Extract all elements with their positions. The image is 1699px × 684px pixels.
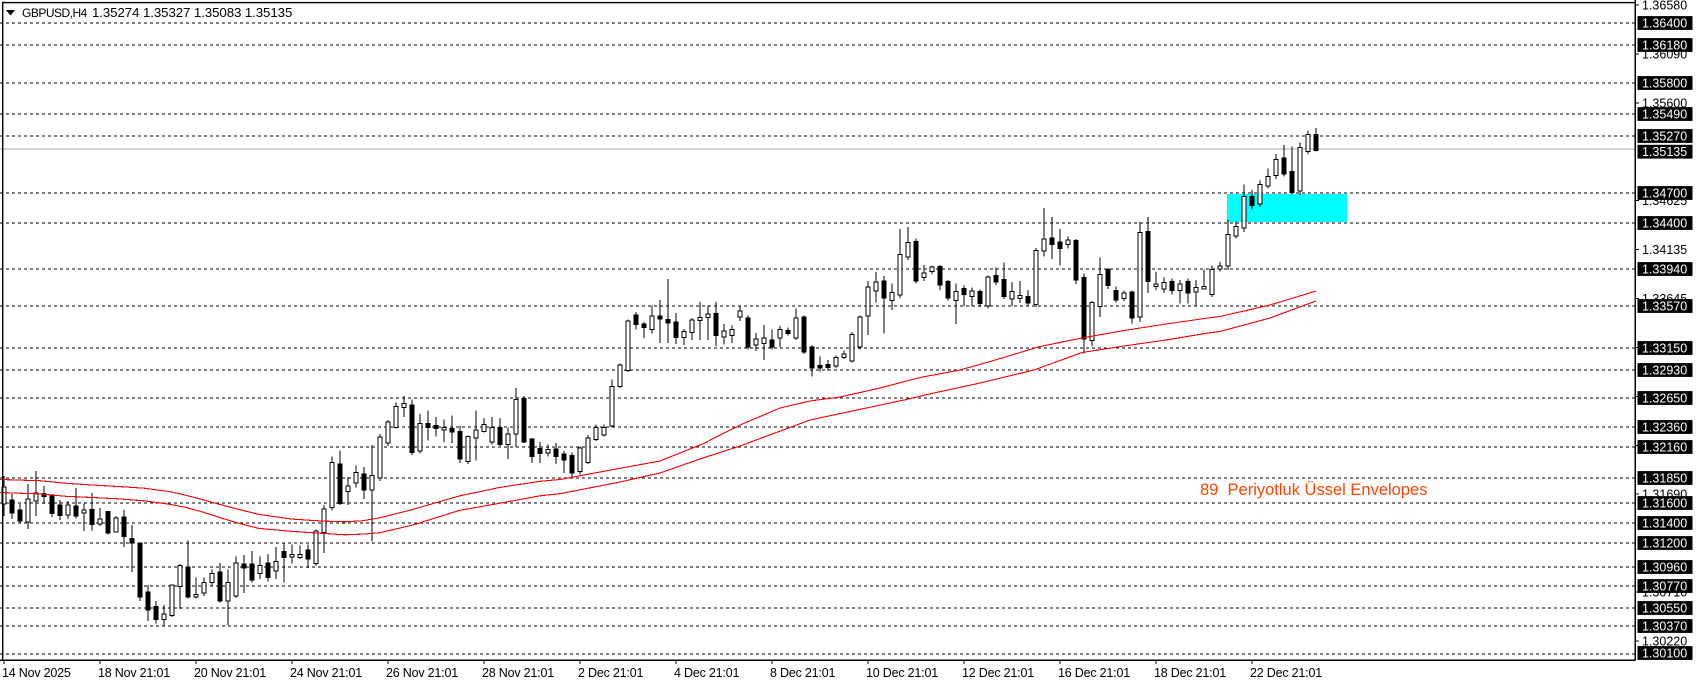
svg-text:1.34400: 1.34400 <box>1642 217 1687 231</box>
svg-text:1.31400: 1.31400 <box>1642 517 1687 531</box>
svg-text:1.35800: 1.35800 <box>1642 77 1687 91</box>
svg-text:1.30370: 1.30370 <box>1642 620 1687 634</box>
svg-text:1.35600: 1.35600 <box>1642 97 1687 111</box>
svg-text:89 Periyotluk Üssel Envelopes: 89 Periyotluk Üssel Envelopes <box>1200 481 1427 499</box>
svg-text:22 Dec 21:01: 22 Dec 21:01 <box>1250 666 1322 680</box>
svg-text:1.31200: 1.31200 <box>1642 537 1687 551</box>
svg-text:1.33150: 1.33150 <box>1642 342 1687 356</box>
svg-text:14 Nov 2025: 14 Nov 2025 <box>2 666 71 680</box>
svg-text:18 Dec 21:01: 18 Dec 21:01 <box>1154 666 1226 680</box>
svg-text:20 Nov 21:01: 20 Nov 21:01 <box>194 666 266 680</box>
svg-text:1.34700: 1.34700 <box>1642 187 1687 201</box>
svg-text:1.32650: 1.32650 <box>1642 392 1687 406</box>
svg-text:1.32160: 1.32160 <box>1642 441 1687 455</box>
svg-text:16 Dec 21:01: 16 Dec 21:01 <box>1058 666 1130 680</box>
svg-text:24 Nov 21:01: 24 Nov 21:01 <box>290 666 362 680</box>
svg-text:1.31600: 1.31600 <box>1642 497 1687 511</box>
svg-text:1.31850: 1.31850 <box>1642 472 1687 486</box>
svg-text:1.32930: 1.32930 <box>1642 364 1687 378</box>
svg-text:28 Nov 21:01: 28 Nov 21:01 <box>482 666 554 680</box>
svg-text:1.35270: 1.35270 <box>1642 130 1687 144</box>
svg-text:18 Nov 21:01: 18 Nov 21:01 <box>98 666 170 680</box>
svg-text:8 Dec 21:01: 8 Dec 21:01 <box>770 666 835 680</box>
svg-text:1.32360: 1.32360 <box>1642 421 1687 435</box>
svg-text:26 Nov 21:01: 26 Nov 21:01 <box>386 666 458 680</box>
svg-text:1.30960: 1.30960 <box>1642 561 1687 575</box>
svg-text:1.34135: 1.34135 <box>1642 243 1687 257</box>
svg-text:1.36180: 1.36180 <box>1642 39 1687 53</box>
svg-text:1.30770: 1.30770 <box>1642 580 1687 594</box>
svg-text:2 Dec 21:01: 2 Dec 21:01 <box>578 666 643 680</box>
svg-text:1.35490: 1.35490 <box>1642 108 1687 122</box>
svg-text:1.30220: 1.30220 <box>1642 635 1687 649</box>
svg-text:1.36580: 1.36580 <box>1642 0 1687 13</box>
svg-text:12 Dec 21:01: 12 Dec 21:01 <box>962 666 1034 680</box>
svg-text:10 Dec 21:01: 10 Dec 21:01 <box>866 666 938 680</box>
svg-text:1.33940: 1.33940 <box>1642 263 1687 277</box>
svg-text:1.36400: 1.36400 <box>1642 17 1687 31</box>
svg-text:4 Dec 21:01: 4 Dec 21:01 <box>674 666 739 680</box>
svg-text:1.33570: 1.33570 <box>1642 300 1687 314</box>
svg-text:1.30100: 1.30100 <box>1642 647 1687 661</box>
svg-text:GBPUSD,H41.35274 1.35327 1.350: GBPUSD,H4 1.35274 1.35327 1.35083 1.35135 <box>22 5 292 20</box>
svg-text:1.35135: 1.35135 <box>1642 145 1687 159</box>
svg-text:1.30550: 1.30550 <box>1642 602 1687 616</box>
